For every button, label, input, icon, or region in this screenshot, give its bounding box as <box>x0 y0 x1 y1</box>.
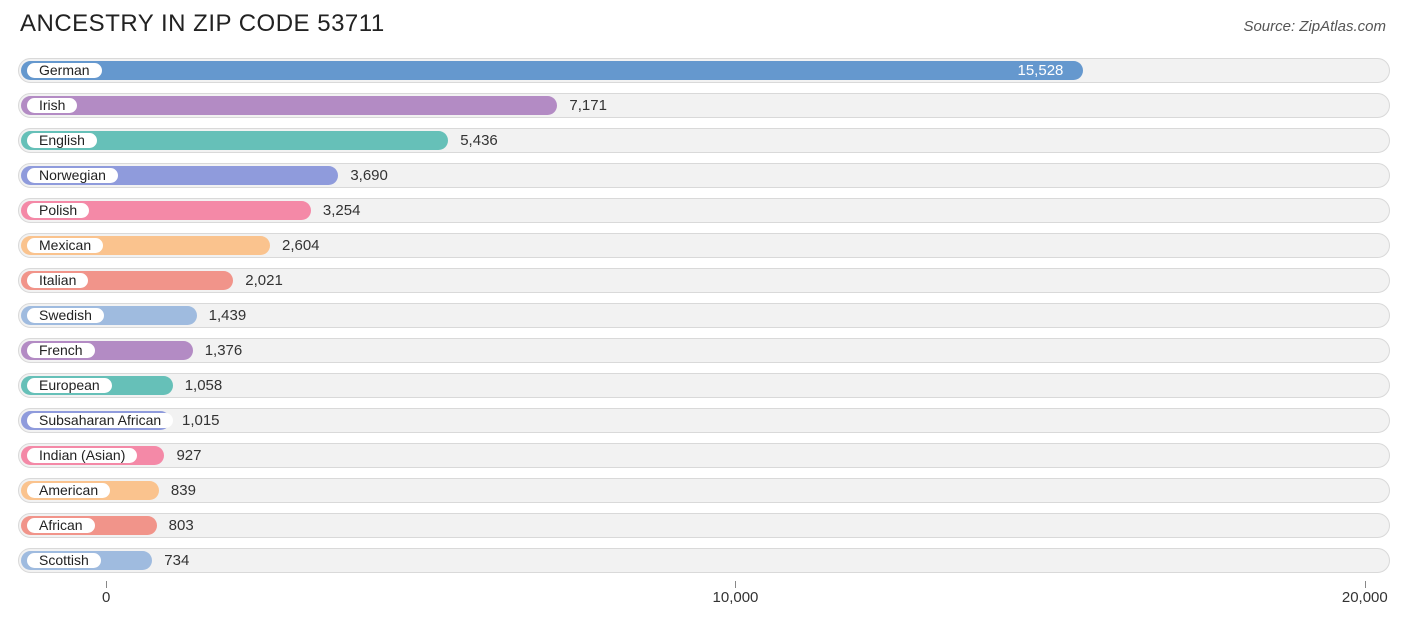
bar-category-label: English <box>27 133 97 148</box>
bar-category-label: German <box>27 63 102 78</box>
bar-category-label: Irish <box>27 98 77 113</box>
bar-row: American 839 <box>18 476 1390 505</box>
bar-value-label: 3,254 <box>323 202 361 219</box>
bar-row: Italian 2,021 <box>18 266 1390 295</box>
bar-value-label: 1,015 <box>182 412 220 429</box>
bar-value-label: 839 <box>171 482 196 499</box>
bar-track <box>18 478 1390 503</box>
bar-value-label: 3,690 <box>350 167 388 184</box>
bar-category-label: American <box>27 483 110 498</box>
chart-source: Source: ZipAtlas.com <box>1243 18 1386 35</box>
chart-bars-area: German 15,528 Irish 7,171 English 5,436 Norweg… <box>16 56 1390 575</box>
bar-row: African 803 <box>18 511 1390 540</box>
bar-category-label: African <box>27 518 95 533</box>
bar-value-label: 734 <box>164 552 189 569</box>
axis-tick-label: 10,000 <box>713 589 759 606</box>
bar-category-label: Scottish <box>27 553 101 568</box>
bar-row: Polish 3,254 <box>18 196 1390 225</box>
bar-row: French 1,376 <box>18 336 1390 365</box>
bar-row: Subsaharan African 1,015 <box>18 406 1390 435</box>
bar-row: Mexican 2,604 <box>18 231 1390 260</box>
bar-value-label: 1,376 <box>205 342 243 359</box>
axis-tick <box>735 581 736 588</box>
ancestry-bar-chart: ANCESTRY IN ZIP CODE 53711 Source: ZipAt… <box>0 0 1406 644</box>
chart-title: ANCESTRY IN ZIP CODE 53711 <box>20 10 385 38</box>
axis-tick <box>106 581 107 588</box>
bar-category-label: Italian <box>27 273 88 288</box>
bar-fill <box>21 61 1083 80</box>
bar-value-label: 1,439 <box>209 307 247 324</box>
bar-track <box>18 513 1390 538</box>
axis-tick-label: 20,000 <box>1342 589 1388 606</box>
bar-category-label: Subsaharan African <box>27 413 173 428</box>
bar-track <box>18 548 1390 573</box>
bar-value-label: 7,171 <box>569 97 607 114</box>
bar-category-label: European <box>27 378 112 393</box>
bar-value-label: 803 <box>169 517 194 534</box>
bar-value-label: 1,058 <box>185 377 223 394</box>
bar-row: Scottish 734 <box>18 546 1390 575</box>
bar-row: Swedish 1,439 <box>18 301 1390 330</box>
axis-tick-label: 0 <box>102 589 110 606</box>
bar-value-label: 927 <box>176 447 201 464</box>
bar-category-label: Norwegian <box>27 168 118 183</box>
chart-header: ANCESTRY IN ZIP CODE 53711 Source: ZipAt… <box>16 10 1390 38</box>
bar-category-label: Swedish <box>27 308 104 323</box>
axis-tick <box>1365 581 1366 588</box>
bar-value-label: 5,436 <box>460 132 498 149</box>
chart-x-axis: 0 10,000 20,000 <box>16 581 1390 611</box>
bar-row: English 5,436 <box>18 126 1390 155</box>
bar-value-label: 2,604 <box>282 237 320 254</box>
bar-value-label: 2,021 <box>245 272 283 289</box>
bar-row: Irish 7,171 <box>18 91 1390 120</box>
bar-row: Norwegian 3,690 <box>18 161 1390 190</box>
bar-track <box>18 443 1390 468</box>
bar-track <box>18 373 1390 398</box>
bar-fill <box>21 96 557 115</box>
bar-track <box>18 408 1390 433</box>
bar-category-label: Polish <box>27 203 89 218</box>
bar-category-label: French <box>27 343 95 358</box>
bar-row: Indian (Asian) 927 <box>18 441 1390 470</box>
bar-category-label: Mexican <box>27 238 103 253</box>
bar-category-label: Indian (Asian) <box>27 448 137 463</box>
bar-row: German 15,528 <box>18 56 1390 85</box>
bar-row: European 1,058 <box>18 371 1390 400</box>
bar-value-label: 15,528 <box>1018 62 1064 79</box>
